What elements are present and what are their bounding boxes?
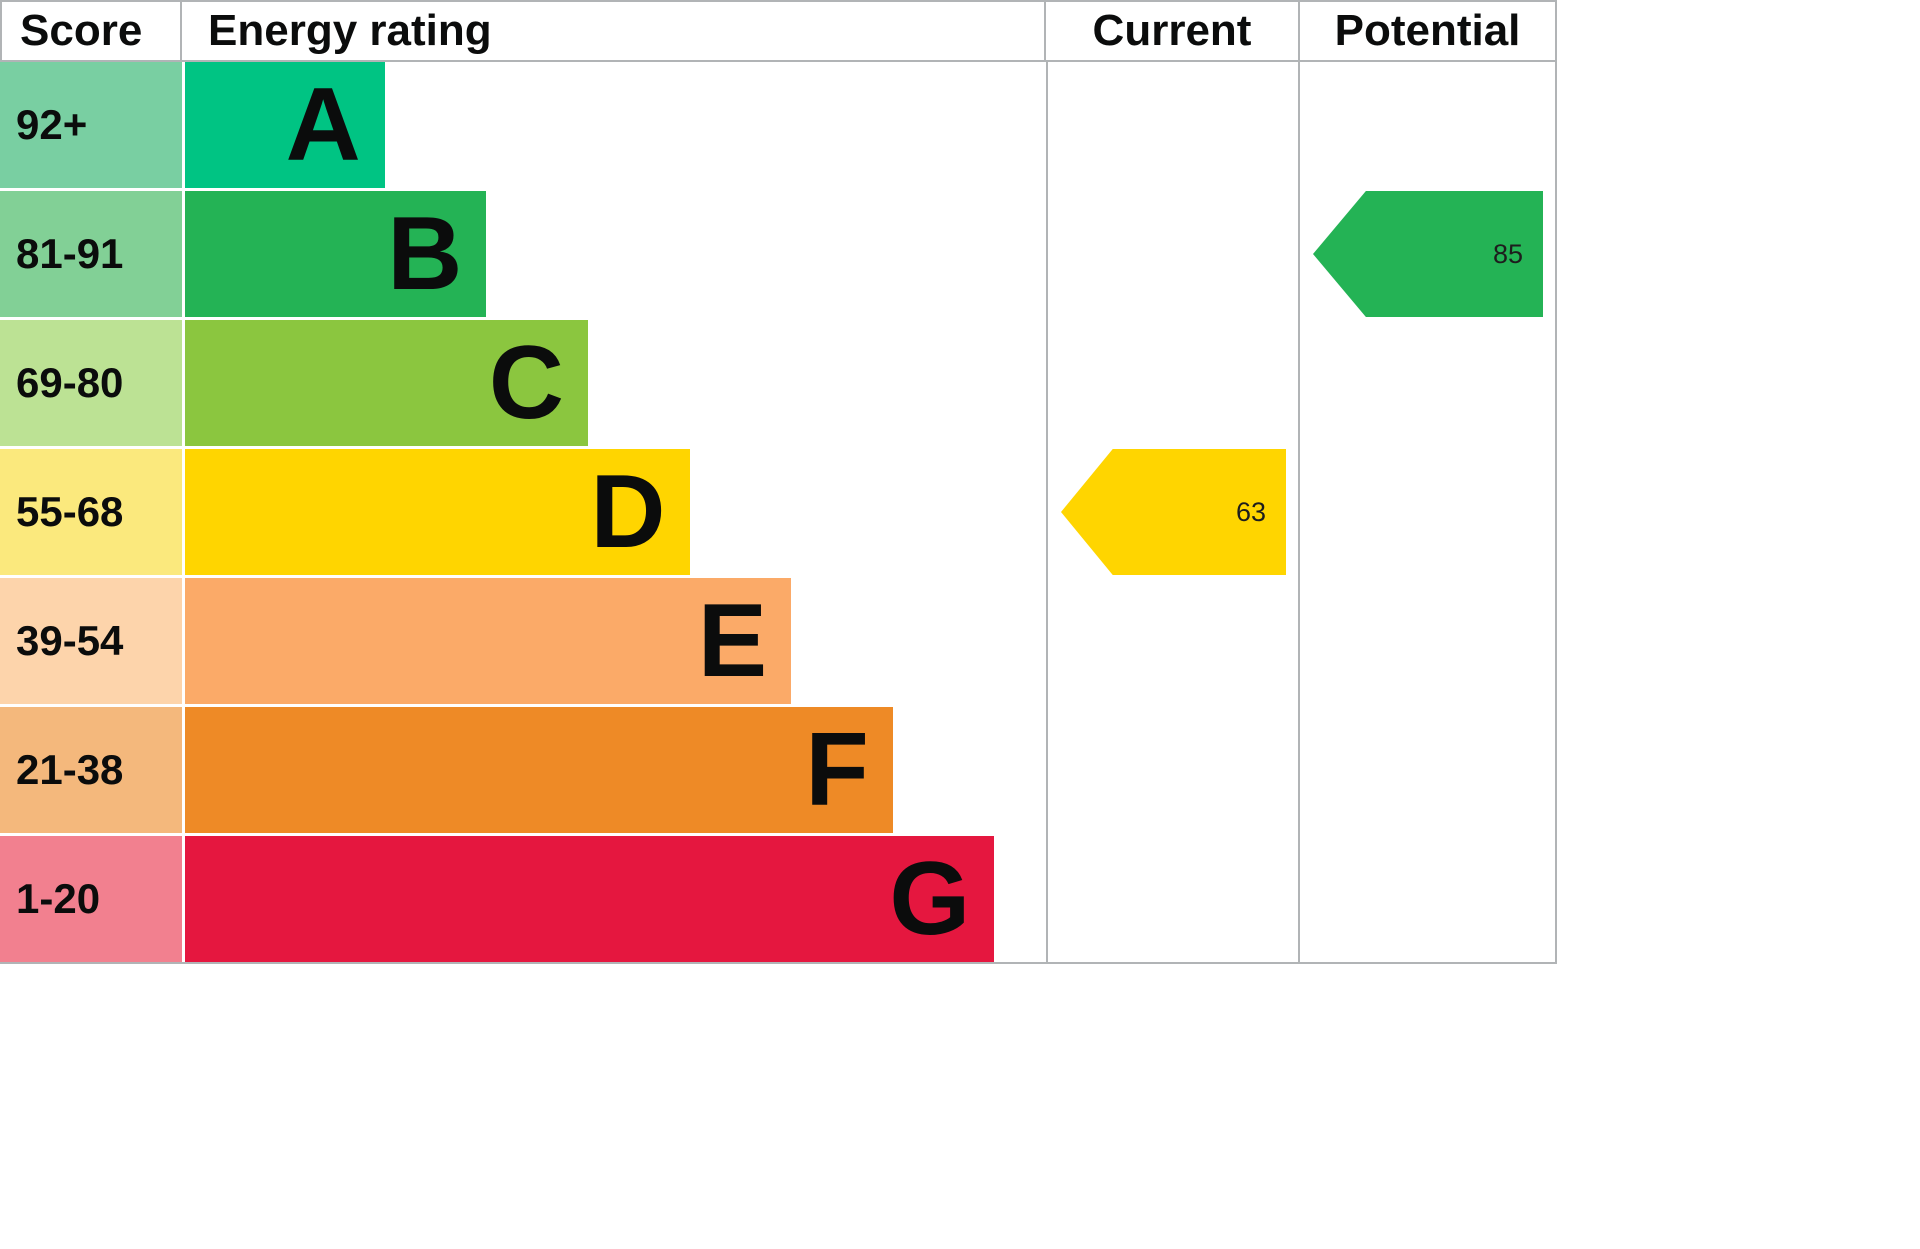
rating-bar-a: A	[185, 62, 385, 188]
rating-bar-d: D	[185, 449, 690, 575]
bar-row-f: F	[182, 707, 1046, 833]
bar-row-g: G	[182, 836, 1046, 962]
bar-row-a: A	[182, 62, 1046, 188]
score-cell-e: 39-54	[0, 578, 182, 704]
rating-bar-e: E	[185, 578, 792, 704]
epc-chart: Score Energy rating Current Potential 92…	[0, 0, 1557, 964]
score-header: Score	[0, 2, 182, 60]
score-range-label: 55-68	[16, 488, 124, 535]
rating-bar-g: G	[185, 836, 995, 962]
band-letter-g: G	[889, 841, 971, 957]
chart-body: 92+ A 81-91 B 69-80 C 55-68 D 39-54 E 21…	[0, 62, 1557, 964]
band-letter-e: E	[697, 583, 768, 699]
bar-row-e: E	[182, 578, 1046, 704]
bar-row-b: B	[182, 191, 1046, 317]
score-range-label: 92+	[16, 101, 88, 148]
current-column: 63	[1046, 62, 1300, 962]
current-header: Current	[1046, 2, 1300, 60]
rating-bar-b: B	[185, 191, 487, 317]
current-value: 63	[1235, 496, 1266, 527]
bar-row-c: C	[182, 320, 1046, 446]
band-letter-d: D	[590, 454, 666, 570]
score-range-label: 81-91	[16, 230, 124, 277]
potential-column: 85	[1300, 62, 1557, 962]
score-cell-c: 69-80	[0, 320, 182, 446]
header-row: Score Energy rating Current Potential	[0, 0, 1557, 62]
potential-header: Potential	[1300, 2, 1557, 60]
score-range-label: 1-20	[16, 875, 101, 922]
rating-bar-f: F	[185, 707, 893, 833]
potential-value: 85	[1492, 238, 1523, 269]
current-arrow: 63	[1061, 449, 1286, 575]
score-cell-d: 55-68	[0, 449, 182, 575]
potential-arrow: 85	[1313, 191, 1543, 317]
score-range-label: 39-54	[16, 617, 124, 664]
rating-bar-c: C	[185, 320, 588, 446]
energy-rating-header: Energy rating	[182, 2, 1046, 60]
bar-row-d: D	[182, 449, 1046, 575]
score-cell-a: 92+	[0, 62, 182, 188]
score-cell-f: 21-38	[0, 707, 182, 833]
score-cell-b: 81-91	[0, 191, 182, 317]
band-letter-b: B	[387, 196, 463, 312]
band-letter-f: F	[805, 712, 869, 828]
score-range-label: 69-80	[16, 359, 124, 406]
band-letter-c: C	[488, 325, 564, 441]
band-letter-a: A	[285, 67, 361, 183]
score-range-label: 21-38	[16, 746, 124, 793]
score-cell-g: 1-20	[0, 836, 182, 962]
